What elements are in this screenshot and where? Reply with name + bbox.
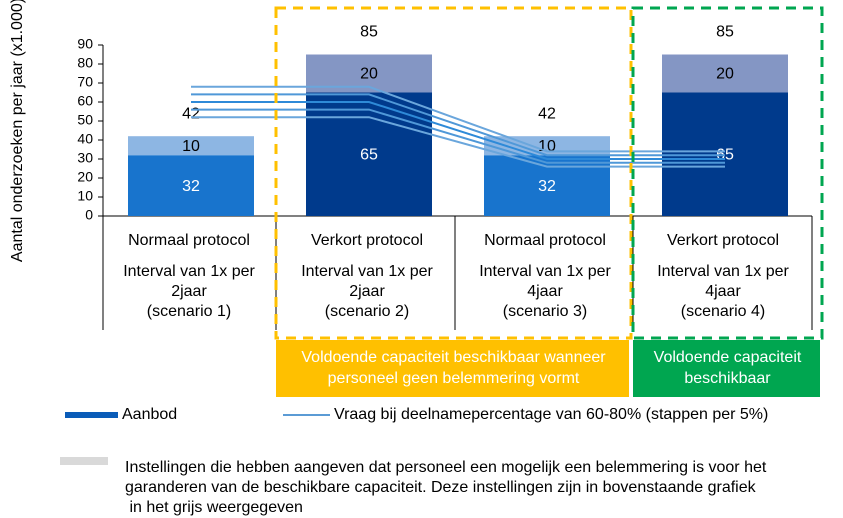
bar-segment	[306, 92, 432, 216]
demand-line	[191, 108, 725, 164]
total-label: 42	[182, 105, 200, 122]
category-detail: 2jaar	[171, 283, 207, 300]
data-label: 32	[538, 178, 556, 195]
category-detail: 4jaar	[705, 283, 741, 300]
total-label: 42	[538, 105, 556, 122]
category-detail: Interval van 1x per	[657, 263, 789, 280]
data-label: 32	[182, 178, 200, 195]
banner	[276, 340, 629, 397]
category-detail: (scenario 1)	[147, 303, 231, 320]
data-label: 20	[716, 66, 734, 83]
y-tick-label: 10	[77, 188, 93, 204]
total-label: 85	[716, 24, 734, 41]
y-tick-label: 30	[77, 150, 93, 166]
y-tick-label: 60	[77, 93, 93, 109]
category-detail: 2jaar	[349, 283, 385, 300]
banner	[633, 340, 820, 397]
category-detail: Interval van 1x per	[301, 263, 433, 280]
highlight-box	[631, 6, 824, 340]
category-detail: (scenario 4)	[681, 303, 765, 320]
legend-label: Aanbod	[122, 406, 177, 423]
category-detail: (scenario 3)	[503, 303, 587, 320]
y-tick-label: 40	[77, 131, 93, 147]
demand-line	[191, 85, 725, 153]
bar-segment	[484, 155, 610, 216]
demand-line	[191, 93, 725, 157]
y-tick-label: 20	[77, 169, 93, 185]
x-tick-label: Verkort protocol	[311, 232, 423, 249]
y-tick-label: 70	[77, 74, 93, 90]
banner-text: Voldoende capaciteit	[654, 349, 802, 366]
legend-swatch	[60, 457, 108, 465]
legend-label: Vraag bij deelnamepercentage van 60-80% …	[334, 406, 768, 423]
y-tick-label: 0	[85, 207, 93, 223]
data-label: 65	[360, 146, 378, 163]
category-detail: Interval van 1x per	[123, 263, 255, 280]
banner-text: personeel geen belemmering vormt	[328, 370, 580, 387]
y-tick-label: 50	[77, 112, 93, 128]
legend-note: garanderen van de beschikbare capaciteit…	[125, 479, 757, 496]
demand-line	[191, 116, 725, 168]
data-label: 20	[360, 66, 378, 83]
highlight-box	[274, 6, 633, 340]
bar-segment	[662, 54, 788, 93]
x-tick-label: Normaal protocol	[128, 232, 250, 249]
banner-text: Voldoende capaciteit beschikbaar wanneer	[301, 349, 606, 366]
legend-note: Instellingen die hebben aangeven dat per…	[125, 459, 767, 476]
category-detail: Interval van 1x per	[479, 263, 611, 280]
y-tick-label: 90	[77, 36, 93, 52]
bar-segment	[128, 136, 254, 156]
banner-text: beschikbaar	[684, 370, 771, 387]
demand-line	[191, 101, 725, 160]
x-tick-label: Normaal protocol	[484, 232, 606, 249]
bar-segment	[128, 155, 254, 216]
legend-note: in het grijs weergegeven	[125, 499, 303, 516]
category-detail: 4jaar	[527, 283, 563, 300]
category-detail: (scenario 2)	[325, 303, 409, 320]
total-label: 85	[360, 24, 378, 41]
data-label: 10	[182, 138, 200, 155]
y-tick-label: 80	[77, 55, 93, 71]
x-tick-label: Verkort protocol	[667, 232, 779, 249]
y-axis-title: Aantal onderzoeken per jaar (x1.000)	[9, 0, 26, 262]
